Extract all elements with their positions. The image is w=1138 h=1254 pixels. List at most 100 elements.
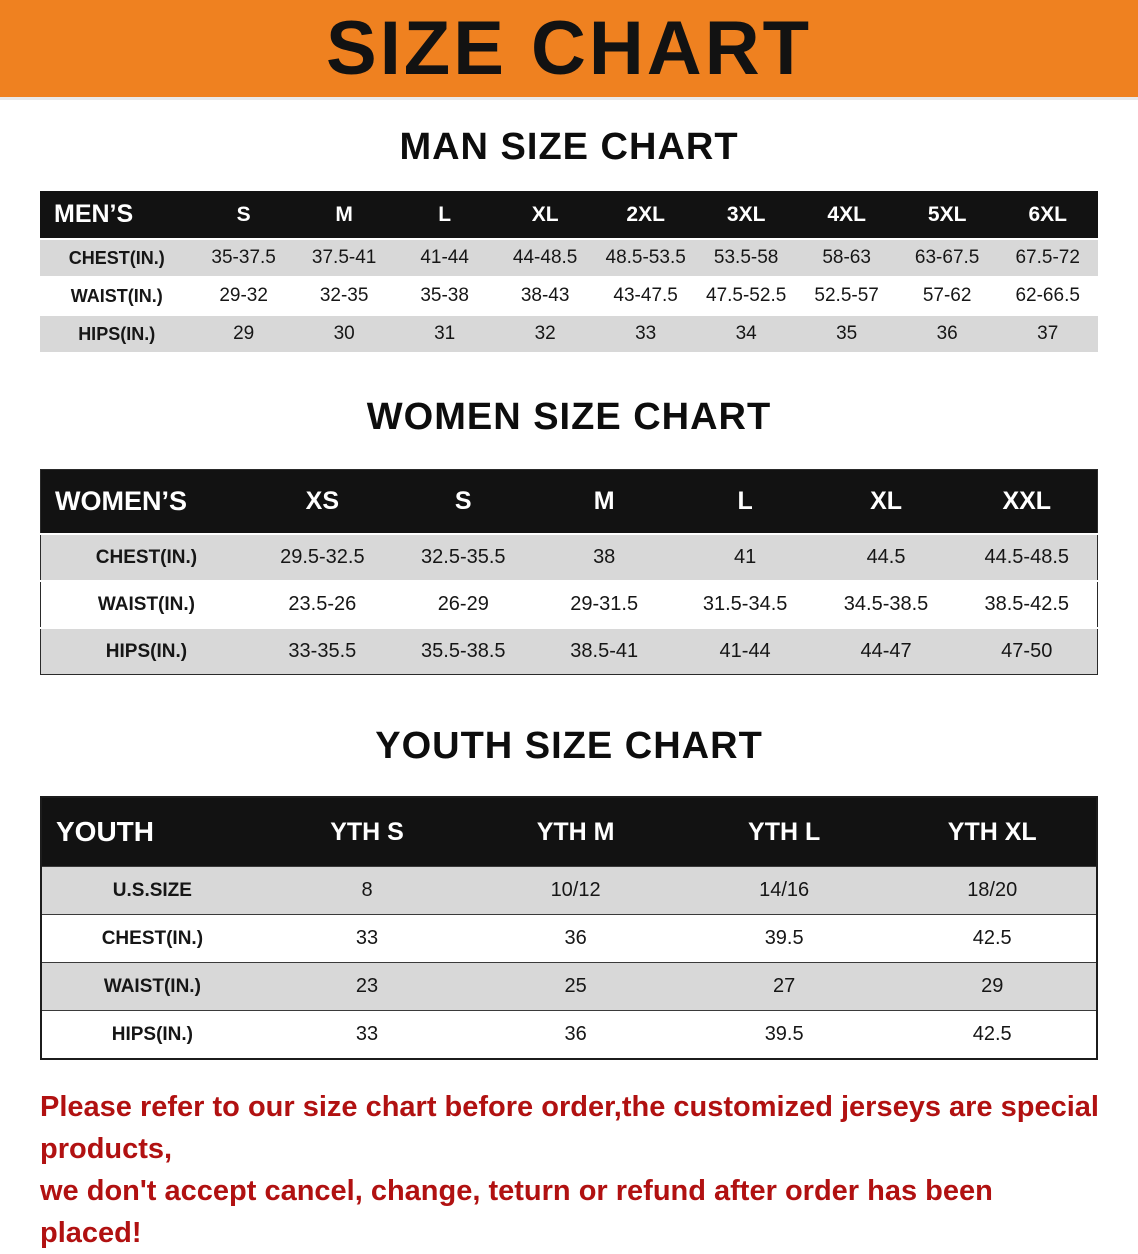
measurement-row: CHEST(IN.) 29.5-32.5 32.5-35.5 38 41 44.5 44.5… — [40, 534, 1098, 581]
women-section-heading: WOMEN SIZE CHART — [366, 396, 772, 438]
size-column-header: M — [593, 487, 615, 515]
size-value: 35.5-38.5 — [421, 640, 506, 662]
table-title-cell: WOMEN’S — [55, 486, 187, 516]
size-value: 31 — [434, 323, 456, 344]
size-value: 35-38 — [420, 285, 469, 306]
size-value: 25 — [564, 975, 587, 997]
size-value: 33-35.5 — [288, 640, 357, 662]
size-value: 33 — [355, 1023, 379, 1045]
size-value: 47-50 — [1001, 640, 1053, 662]
size-value: 29-31.5 — [570, 593, 639, 615]
table-header-row: MEN’S S M L XL 2XL 3XL 4XL 5XL 6XL — [40, 191, 1098, 239]
size-value: 52.5-57 — [814, 285, 879, 306]
size-value: 35-37.5 — [211, 247, 276, 268]
size-value: 36 — [564, 927, 587, 949]
size-value: 38.5-41 — [570, 640, 639, 662]
size-value: 23 — [355, 975, 379, 997]
youth-section-heading: YOUTH SIZE CHART — [375, 725, 763, 767]
size-value: 34 — [735, 323, 757, 344]
size-value: 29 — [981, 975, 1004, 997]
women-table-body: CHEST(IN.) 29.5-32.5 32.5-35.5 38 41 44.5 44.5… — [40, 534, 1098, 675]
size-value: 32.5-35.5 — [421, 546, 506, 568]
measurement-label: WAIST(IN.) — [97, 593, 195, 615]
size-value: 42.5 — [972, 927, 1012, 949]
size-value: 67.5-72 — [1015, 247, 1080, 268]
size-value: 38.5-42.5 — [984, 593, 1069, 615]
size-value: 41 — [733, 546, 757, 568]
size-column-header: YTH S — [330, 817, 404, 846]
size-value: 43-47.5 — [613, 285, 678, 306]
size-value: 30 — [333, 323, 355, 344]
disclaimer-line-1: Please refer to our size chart before or… — [40, 1091, 1099, 1166]
size-value: 39.5 — [764, 927, 804, 949]
size-value: 41-44 — [719, 640, 771, 662]
table-title-cell: YOUTH — [56, 816, 154, 847]
measurement-row: HIPS(IN.) 33 36 39.5 42.5 — [41, 1010, 1097, 1059]
size-value: 35 — [836, 323, 858, 344]
measurement-row: WAIST(IN.) 29-32 32-35 35-38 38-43 43-47.5 47.… — [40, 277, 1098, 315]
size-column-header: XL — [870, 487, 903, 515]
table-title-cell: MEN’S — [54, 200, 134, 228]
size-value: 44.5-48.5 — [984, 546, 1069, 568]
size-value: 57-62 — [922, 285, 972, 306]
size-value: 36 — [936, 323, 958, 344]
women-size-table: WOMEN’S XS S M L XL XXL CHEST(IN.) 29.5-32.5 32.… — [40, 469, 1098, 675]
size-chart-banner: SIZE CHART — [0, 0, 1138, 100]
size-value: 44-48.5 — [512, 247, 578, 268]
youth-size-table: YOUTH YTH S YTH M YTH L YTH XL U.S.SIZE 8 10/1… — [40, 796, 1098, 1060]
size-column-header: S — [236, 202, 251, 226]
size-column-header: XS — [305, 487, 340, 515]
size-value: 36 — [564, 1023, 587, 1045]
size-column-header: YTH L — [748, 817, 821, 846]
size-value: 47.5-52.5 — [706, 285, 787, 306]
size-column-header: 6XL — [1028, 202, 1067, 226]
size-value: 33 — [635, 323, 657, 344]
measurement-row: HIPS(IN.) 33-35.5 35.5-38.5 38.5-41 41-44 44-… — [40, 628, 1098, 675]
measurement-row: WAIST(IN.) 23.5-26 26-29 29-31.5 31.5-34.5 34… — [40, 581, 1098, 628]
size-value: 32 — [534, 323, 556, 344]
size-value: 29 — [233, 323, 255, 344]
men-section-heading: MAN SIZE CHART — [399, 126, 739, 168]
size-value: 39.5 — [764, 1023, 804, 1045]
measurement-row: HIPS(IN.) 29 30 31 32 33 34 35 36 37 — [40, 315, 1098, 352]
table-header-row: WOMEN’S XS S M L XL XXL — [40, 469, 1098, 534]
size-value: 38-43 — [520, 285, 570, 306]
size-value: 26-29 — [437, 593, 489, 615]
women-table-head: WOMEN’S XS S M L XL XXL — [40, 469, 1098, 534]
size-column-header: 2XL — [626, 202, 665, 226]
youth-table-body: U.S.SIZE 8 10/12 14/16 18/20 CHEST(IN.) 33 36 39… — [41, 866, 1097, 1059]
size-value: 44.5 — [866, 546, 906, 568]
size-value: 29-32 — [219, 285, 268, 306]
table-header-row: YOUTH YTH S YTH M YTH L YTH XL — [41, 797, 1097, 867]
size-column-header: L — [737, 487, 753, 515]
measurement-row: WAIST(IN.) 23 25 27 29 — [41, 962, 1097, 1011]
size-value: 27 — [773, 975, 796, 997]
youth-table-head: YOUTH YTH S YTH M YTH L YTH XL — [41, 797, 1097, 867]
size-column-header: YTH XL — [947, 817, 1037, 846]
size-value: 42.5 — [972, 1023, 1012, 1045]
measurement-label: CHEST(IN.) — [95, 546, 198, 568]
measurement-label: CHEST(IN.) — [101, 927, 204, 949]
size-value: 18/20 — [967, 879, 1018, 901]
size-value: 29.5-32.5 — [280, 546, 365, 568]
size-value: 23.5-26 — [288, 593, 357, 615]
size-value: 33 — [355, 927, 379, 949]
size-column-header: XL — [531, 202, 559, 226]
size-column-header: XXL — [1002, 487, 1052, 515]
size-value: 53.5-58 — [713, 247, 779, 268]
size-column-header: 4XL — [827, 202, 866, 226]
size-value: 37 — [1037, 323, 1059, 344]
men-size-table: MEN’S S M L XL 2XL 3XL 4XL 5XL 6XL CHEST(IN.) 35-3… — [40, 191, 1098, 352]
measurement-label: HIPS(IN.) — [111, 1023, 194, 1045]
size-value: 8 — [361, 879, 373, 901]
size-value: 32-35 — [319, 285, 369, 306]
size-value: 58-63 — [822, 247, 871, 268]
size-value: 62-66.5 — [1015, 285, 1080, 306]
men-table-body: CHEST(IN.) 35-37.5 37.5-41 41-44 44-48.5 48.5… — [40, 239, 1098, 352]
size-column-header: L — [438, 202, 452, 226]
size-value: 48.5-53.5 — [605, 247, 686, 268]
size-value: 14/16 — [759, 879, 810, 901]
measurement-row: U.S.SIZE 8 10/12 14/16 18/20 — [41, 866, 1097, 915]
men-table-head: MEN’S S M L XL 2XL 3XL 4XL 5XL 6XL — [40, 191, 1098, 239]
size-value: 31.5-34.5 — [702, 593, 788, 615]
